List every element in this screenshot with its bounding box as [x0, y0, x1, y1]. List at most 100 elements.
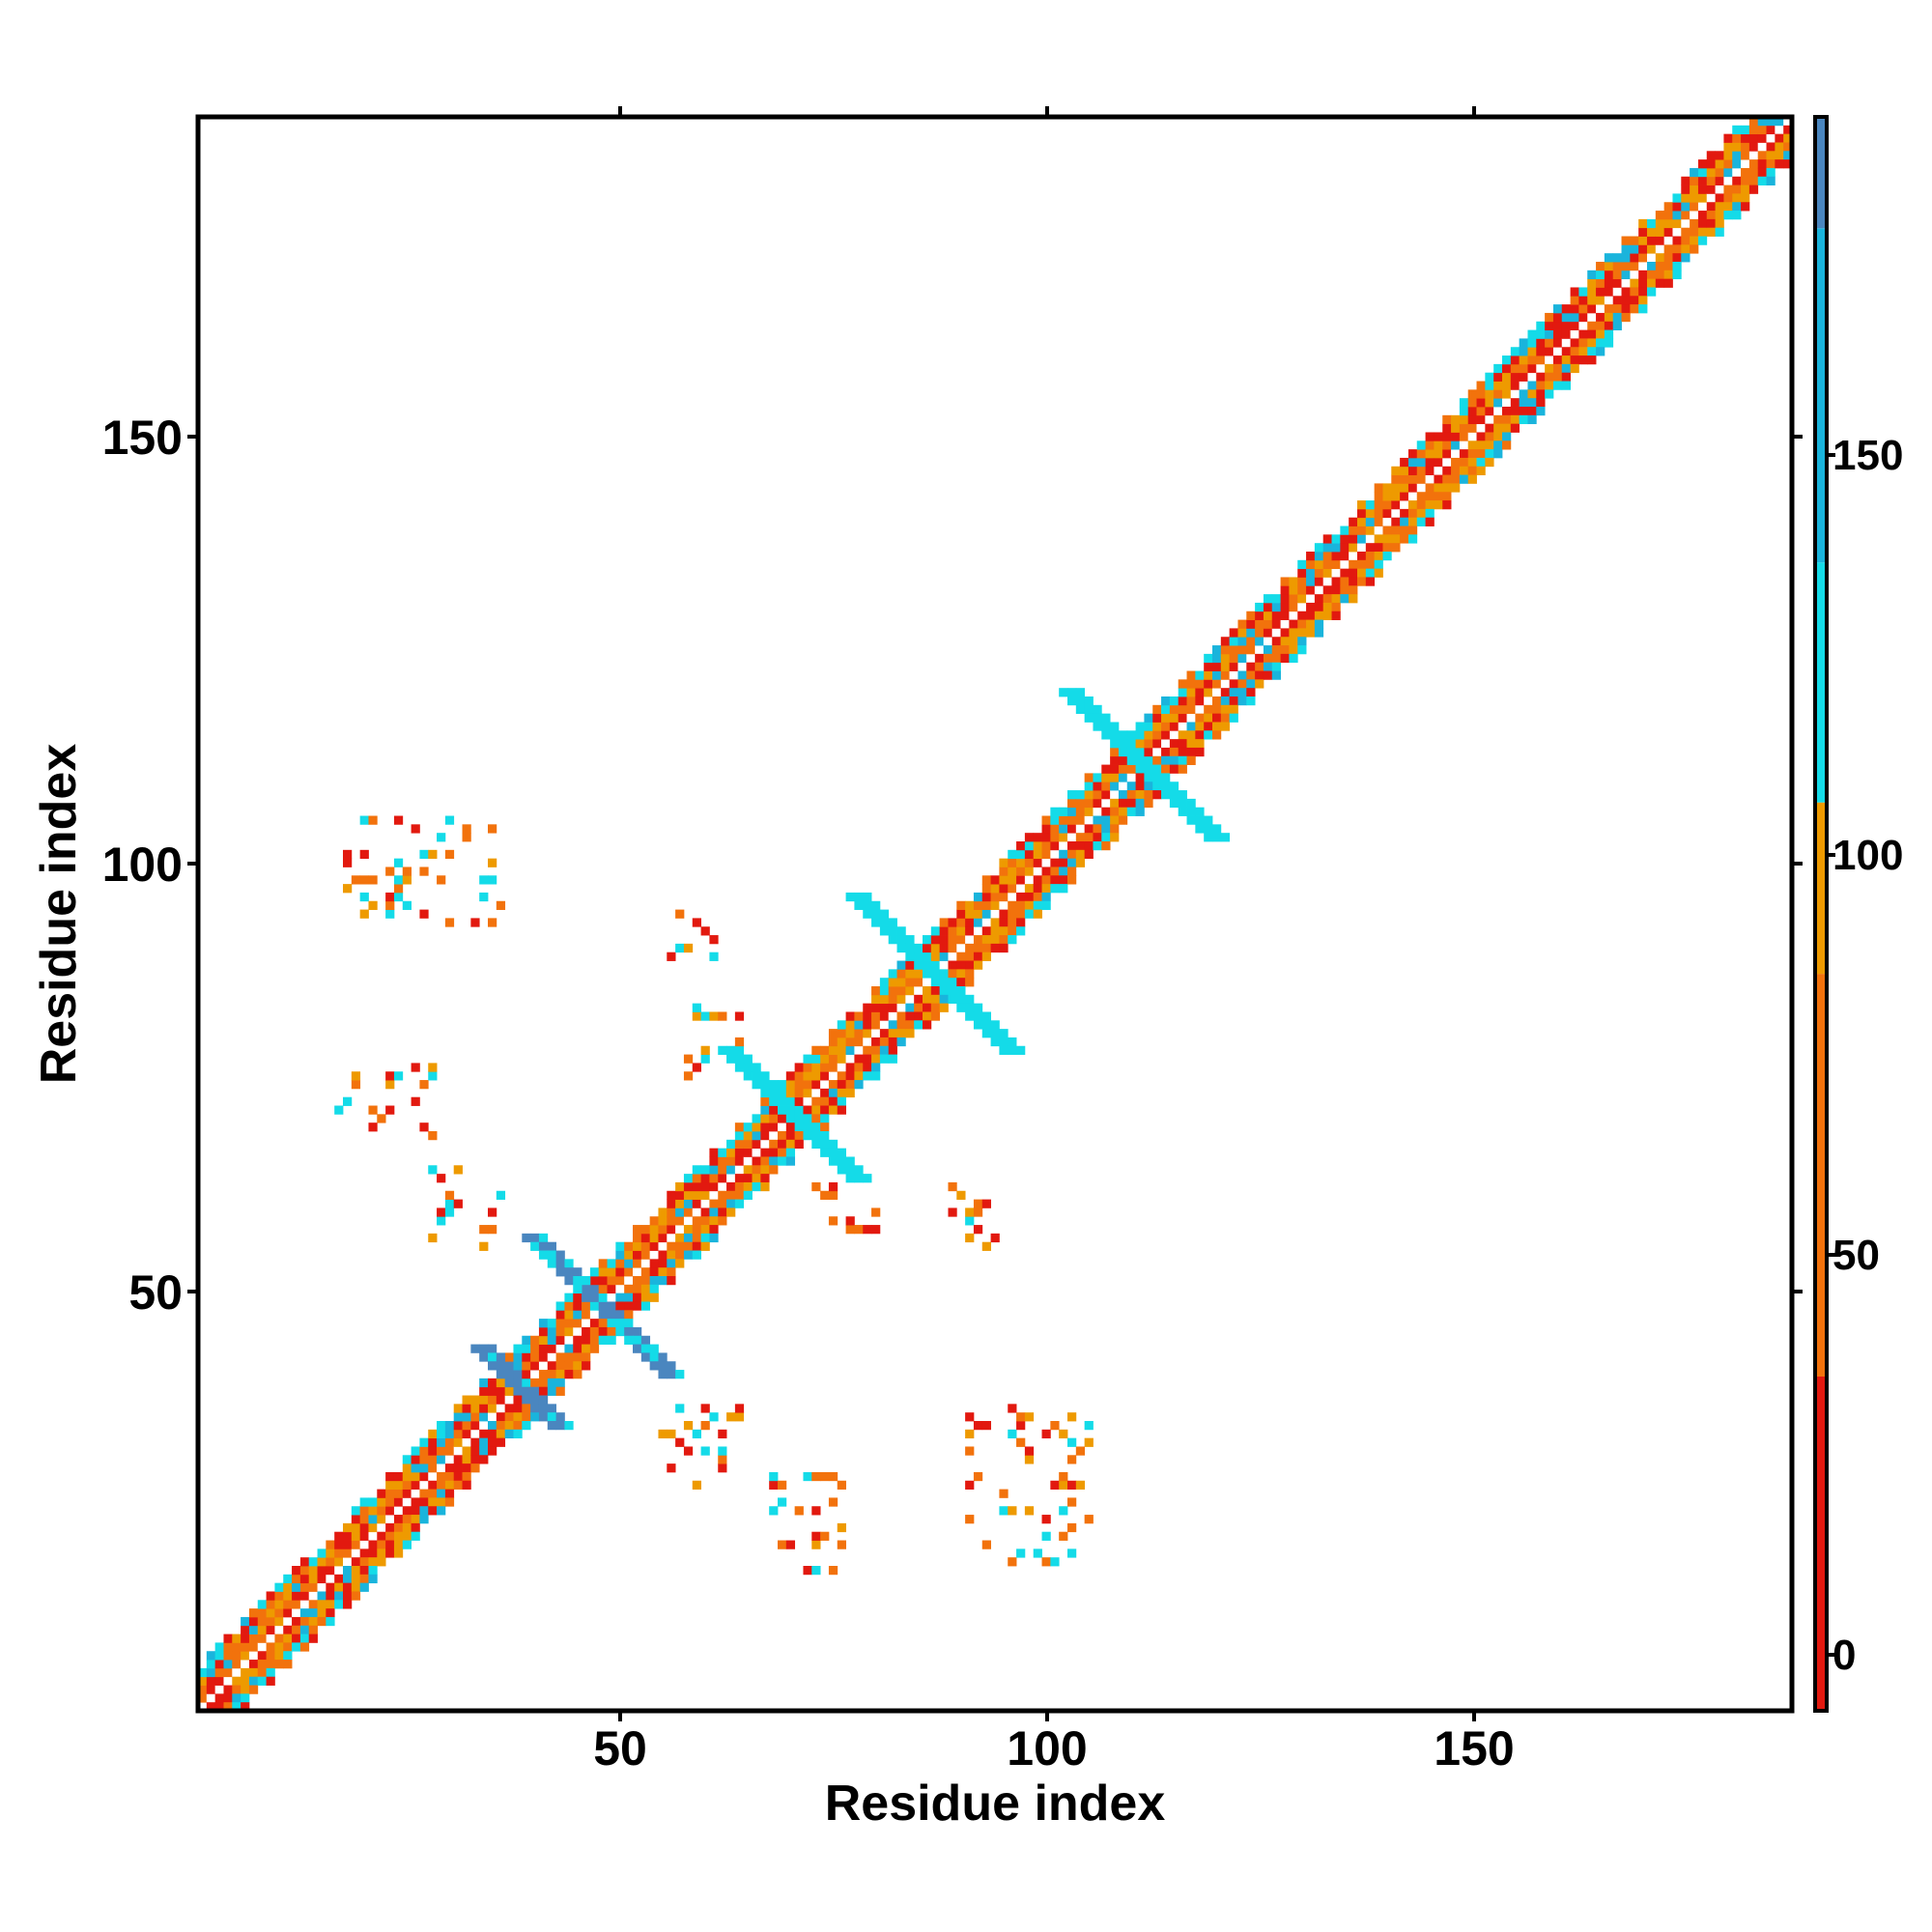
heatmap-cell	[241, 1642, 250, 1652]
heatmap-cell	[1152, 713, 1162, 723]
heatmap-cell	[299, 1608, 310, 1618]
heatmap-cell	[488, 875, 497, 885]
heatmap-cell	[965, 1003, 975, 1012]
heatmap-cell	[564, 1370, 574, 1379]
heatmap-cell	[1357, 577, 1367, 586]
heatmap-cell	[1400, 492, 1409, 501]
heatmap-cell	[1041, 884, 1051, 894]
heatmap-cell	[896, 969, 906, 979]
heatmap-cell	[1723, 151, 1733, 160]
heatmap-cell	[769, 1105, 779, 1115]
heatmap-cell	[393, 1540, 404, 1549]
heatmap-cell	[1016, 875, 1026, 885]
heatmap-cell	[1041, 815, 1051, 825]
heatmap-cell	[803, 1114, 812, 1123]
heatmap-cell	[419, 1489, 429, 1498]
heatmap-cell	[734, 1156, 745, 1166]
heatmap-cell	[479, 1225, 489, 1235]
heatmap-cell	[1144, 747, 1153, 757]
heatmap-cell	[1672, 253, 1682, 263]
heatmap-cell	[700, 1011, 710, 1021]
heatmap-cell	[888, 1045, 897, 1055]
heatmap-cell	[266, 1608, 275, 1618]
heatmap-cell	[1570, 321, 1579, 330]
heatmap-cell	[299, 1616, 310, 1627]
heatmap-cell	[1093, 807, 1102, 816]
heatmap-cell	[683, 1233, 694, 1243]
heatmap-cell	[419, 1471, 429, 1482]
colorbar-tick-label: 0	[1833, 1632, 1856, 1679]
heatmap-cell	[1144, 773, 1153, 782]
heatmap-cell	[504, 1352, 514, 1362]
heatmap-cell	[530, 1412, 540, 1422]
heatmap-cell	[299, 1591, 310, 1601]
heatmap-cell	[462, 1421, 471, 1431]
heatmap-cell	[359, 849, 369, 860]
heatmap-cell	[1741, 193, 1750, 203]
heatmap-cell	[1067, 688, 1077, 697]
heatmap-cell	[582, 1326, 591, 1337]
heatmap-cell	[1434, 474, 1443, 484]
heatmap-cell	[1391, 526, 1401, 535]
heatmap-cell	[1391, 534, 1401, 544]
heatmap-cell	[1442, 414, 1452, 425]
heatmap-cell	[939, 960, 949, 970]
heatmap-cell	[1178, 696, 1187, 706]
heatmap-cell	[522, 1395, 531, 1405]
heatmap-cell	[658, 1250, 668, 1260]
heatmap-cell	[1459, 474, 1469, 484]
heatmap-cell	[1519, 398, 1528, 408]
heatmap-cell	[1297, 585, 1307, 595]
heatmap-cell	[573, 1352, 582, 1362]
heatmap-cell	[1604, 338, 1614, 348]
heatmap-cell	[1050, 849, 1060, 860]
heatmap-cell	[1596, 296, 1605, 305]
heatmap-cell	[820, 1080, 830, 1090]
heatmap-cell	[896, 935, 906, 945]
heatmap-cell	[778, 1540, 787, 1549]
heatmap-cell	[1775, 151, 1784, 160]
heatmap-cell	[326, 1582, 335, 1592]
heatmap-cell	[854, 1037, 864, 1047]
heatmap-cell	[990, 892, 1000, 902]
heatmap-cell	[1024, 1455, 1035, 1464]
heatmap-cell	[752, 1131, 761, 1141]
heatmap-cell	[1578, 312, 1588, 323]
heatmap-cell	[1365, 500, 1376, 510]
heatmap-cell	[1400, 508, 1409, 519]
heatmap-cell	[453, 1199, 463, 1208]
heatmap-cell	[453, 1463, 463, 1473]
heatmap-cell	[377, 1489, 386, 1498]
heatmap-cell	[803, 1131, 812, 1141]
heatmap-cell	[683, 943, 694, 953]
heatmap-cell	[538, 1241, 549, 1251]
heatmap-cell	[1118, 781, 1128, 791]
heatmap-cell	[402, 1522, 412, 1533]
heatmap-cell	[232, 1702, 242, 1712]
heatmap-cell	[769, 1480, 779, 1490]
heatmap-cell	[1212, 704, 1222, 715]
heatmap-cell	[794, 1088, 804, 1098]
heatmap-cell	[488, 824, 497, 834]
heatmap-cell	[522, 1233, 531, 1243]
heatmap-cell	[760, 1181, 770, 1192]
heatmap-cell	[769, 1148, 779, 1157]
heatmap-cell	[496, 1421, 506, 1431]
heatmap-cell	[863, 1020, 872, 1030]
heatmap-cell	[513, 1429, 523, 1439]
heatmap-cell	[649, 1225, 659, 1235]
heatmap-cell	[1612, 270, 1622, 280]
heatmap-cell	[1340, 534, 1350, 544]
heatmap-cell	[760, 1096, 770, 1106]
heatmap-cell	[1144, 781, 1153, 791]
heatmap-cell	[504, 1395, 514, 1405]
heatmap-cell	[462, 1455, 471, 1464]
colorbar-band	[1815, 562, 1827, 803]
heatmap-cell	[1596, 312, 1605, 323]
heatmap-cell	[1536, 363, 1546, 374]
plot-frame	[195, 114, 1795, 1714]
heatmap-cell	[1101, 841, 1111, 851]
heatmap-cell	[1519, 363, 1528, 374]
heatmap-cell	[939, 1003, 949, 1012]
heatmap-cell	[888, 978, 897, 987]
